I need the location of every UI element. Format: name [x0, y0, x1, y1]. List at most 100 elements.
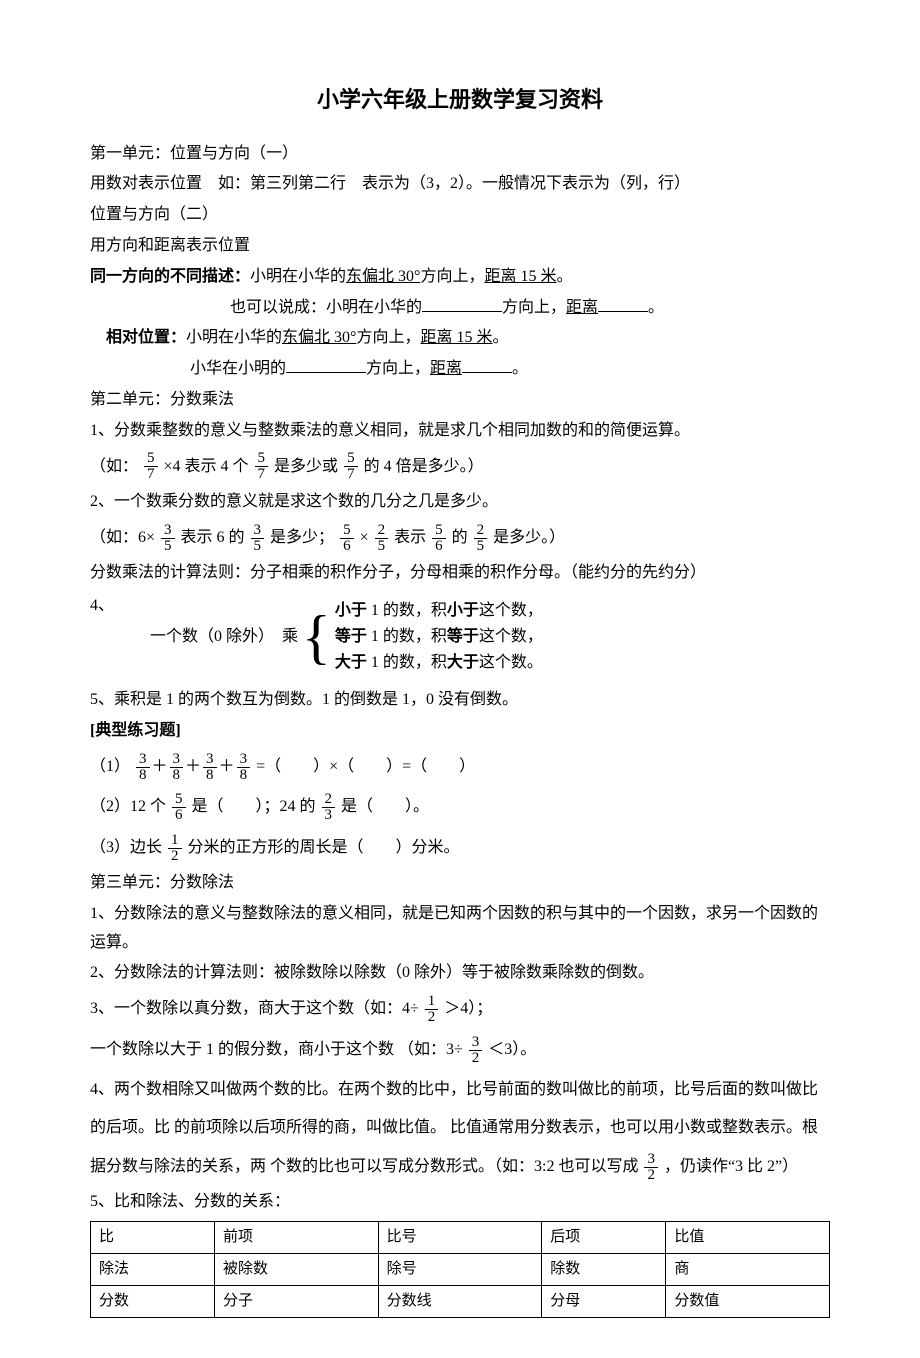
blank-dir2	[286, 356, 366, 373]
table-cell: 除数	[542, 1254, 666, 1286]
dir-word: 方向上，	[502, 299, 566, 316]
p4-left: 一个数（0 除外） 乘	[90, 623, 298, 652]
frac-1-2-a: 12	[425, 994, 439, 1025]
unit2-ex-head: [典型练习题]	[90, 717, 830, 746]
unit2-ex1: （1） 38＋38＋38＋38 =（ ）×（ ）=（ ）	[90, 748, 830, 786]
p4-eq: 等于 1 的数，积等于这个数，	[335, 625, 543, 649]
frac-3-5-b: 35	[251, 523, 265, 554]
rel-label: 相对位置：	[106, 329, 186, 346]
unit2-p4: 4、 一个数（0 除外） 乘 { 小于 1 的数，积小于这个数， 等于 1 的数…	[90, 590, 830, 684]
unit3-p4: 4、两个数相除又叫做两个数的比。在两个数的比中，比号前面的数叫做比的前项，比号后…	[90, 1071, 830, 1186]
table-row: 比 前项 比号 后项 比值	[91, 1222, 830, 1254]
p3-end: ＞4）；	[444, 1000, 492, 1017]
frac-3-8-c: 38	[203, 752, 217, 783]
frac-3-8-d: 38	[237, 752, 251, 783]
ex2-pre: （2）12 个	[90, 798, 166, 815]
p4-label: 4、	[90, 592, 298, 621]
eg1-mid2: 是多少或	[274, 458, 338, 475]
dist-word: 距离	[566, 299, 598, 316]
ex3-pre: （3）边长	[90, 839, 162, 856]
frac-3-2-a: 32	[469, 1035, 483, 1066]
frac-3-8-a: 38	[136, 752, 150, 783]
unit2-p1: 1、分数乘整数的意义与整数乘法的意义相同，就是求几个相同加数的和的简便运算。	[90, 417, 830, 446]
unit3-p1: 1、分数除法的意义与整数除法的意义相同，就是已知两个因数的积与其中的一个因数，求…	[90, 900, 830, 958]
eg1-pre: （如：	[90, 458, 138, 475]
unit1-rel2: 小华在小明的 方向上，距离 。	[90, 355, 830, 384]
ex2-mid: 是（ ）；24 的	[192, 798, 316, 815]
eg2-mid3: ×	[360, 529, 369, 546]
rel2-pre: 小华在小明的	[190, 360, 286, 377]
unit3-p3b: 一个数除以大于 1 的假分数，商小于这个数 （如：3÷ 32 ＜3）。	[90, 1031, 830, 1069]
relation-table: 比 前项 比号 后项 比值 除法 被除数 除号 除数 商 分数 分子 分数线 分…	[90, 1221, 830, 1318]
page-title: 小学六年级上册数学复习资料	[90, 80, 830, 120]
table-cell: 商	[666, 1254, 830, 1286]
unit2-eg2: （如：6× 35 表示 6 的 35 是多少； 56 × 25 表示 56 的 …	[90, 519, 830, 557]
period2: 。	[648, 299, 664, 316]
unit2-ex2: （2）12 个 56 是（ ）；24 的 23 是（ ）。	[90, 788, 830, 826]
frac-5-7-a: 57	[144, 451, 158, 482]
table-cell: 比号	[378, 1222, 542, 1254]
p4-b: ，仍读作“3 比 2”）	[664, 1158, 798, 1175]
table-cell: 前项	[215, 1222, 379, 1254]
unit1-dir-dist: 用方向和距离表示位置	[90, 232, 830, 261]
unit3-p5: 5、比和除法、分数的关系：	[90, 1188, 830, 1217]
eg2-pre: （如：6×	[90, 529, 155, 546]
table-cell: 被除数	[215, 1254, 379, 1286]
period4: 。	[512, 360, 528, 377]
table-row: 除法 被除数 除号 除数 商	[91, 1254, 830, 1286]
p3b-end: ＜3）。	[488, 1041, 536, 1058]
unit2-rule: 分数乘法的计算法则：分子相乘的积作分子，分母相乘的积作分母。（能约分的先约分）	[90, 559, 830, 588]
underline-dir: 东偏北 30°	[346, 268, 420, 285]
frac-5-6: 56	[340, 523, 354, 554]
p4-lt: 小于 1 的数，积小于这个数，	[335, 599, 543, 623]
rel-dir: 东偏北 30°	[282, 329, 356, 346]
rel-text: 小明在小华的	[186, 329, 282, 346]
p3-pre: 3、一个数除以真分数，商大于这个数（如：4÷	[90, 1000, 419, 1017]
unit2-heading: 第二单元：分数乘法	[90, 386, 830, 415]
frac-5-6-b: 56	[432, 523, 446, 554]
table-cell: 除法	[91, 1254, 215, 1286]
frac-5-6-ex: 56	[172, 792, 186, 823]
unit1-pair-intro: 用数对表示位置 如：第三列第二行 表示为（3，2）。一般情况下表示为（列，行）	[90, 170, 830, 199]
table-cell: 除号	[378, 1254, 542, 1286]
frac-3-2-b: 32	[644, 1152, 658, 1183]
blank-dist	[598, 295, 648, 312]
eg2-mid2: 是多少；	[270, 529, 334, 546]
also-text: 也可以说成：小明在小华的	[230, 299, 422, 316]
same-dir-text: 小明在小华的	[250, 268, 346, 285]
p4-gt: 大于 1 的数，积大于这个数。	[335, 651, 543, 675]
frac-5-7-c: 57	[344, 451, 358, 482]
unit1-also: 也可以说成：小明在小华的 方向上，距离 。	[90, 294, 830, 323]
ex1-eq: =（ ）×（ ）=（ ）	[256, 758, 475, 775]
unit3-p3: 3、一个数除以真分数，商大于这个数（如：4÷ 12 ＞4）；	[90, 990, 830, 1028]
eg1-end: 的 4 倍是多少。）	[364, 458, 484, 475]
rel-dir-suffix: 方向上，	[356, 329, 420, 346]
unit3-p2: 2、分数除法的计算法则：被除数除以除数（0 除外）等于被除数乘除数的倒数。	[90, 959, 830, 988]
left-brace-icon: {	[302, 607, 331, 667]
unit1-sub-heading: 位置与方向（二）	[90, 201, 830, 230]
frac-3-5-a: 35	[161, 523, 175, 554]
unit2-p5: 5、乘积是 1 的两个数互为倒数。1 的倒数是 1，0 没有倒数。	[90, 686, 830, 715]
ex1-pre: （1）	[90, 758, 130, 775]
dir-word2: 方向上，	[366, 360, 430, 377]
frac-2-3: 23	[322, 792, 336, 823]
rel-dist: 距离 15 米	[420, 329, 492, 346]
frac-3-8-b: 38	[170, 752, 184, 783]
frac-1-2-ex: 12	[168, 833, 182, 864]
period3: 。	[492, 329, 508, 346]
period: 。	[556, 268, 572, 285]
unit1-rel: 相对位置：小明在小华的东偏北 30°方向上，距离 15 米。	[90, 324, 830, 353]
table-cell: 比	[91, 1222, 215, 1254]
ex2-end: 是（ ）。	[341, 798, 429, 815]
unit1-heading: 第一单元：位置与方向（一）	[90, 140, 830, 169]
dist-word2: 距离	[430, 360, 462, 377]
eg1-mid1: ×4 表示 4 个	[164, 458, 249, 475]
ex3-end: 分米的正方形的周长是（ ）分米。	[188, 839, 460, 856]
dir-suffix: 方向上，	[420, 268, 484, 285]
frac-2-5-a: 25	[375, 523, 389, 554]
eg2-mid4: 表示	[394, 529, 426, 546]
underline-dist: 距离 15 米	[484, 268, 556, 285]
eg2-mid1: 表示 6 的	[181, 529, 245, 546]
unit2-ex3: （3）边长 12 分米的正方形的周长是（ ）分米。	[90, 829, 830, 867]
unit3-heading: 第三单元：分数除法	[90, 869, 830, 898]
